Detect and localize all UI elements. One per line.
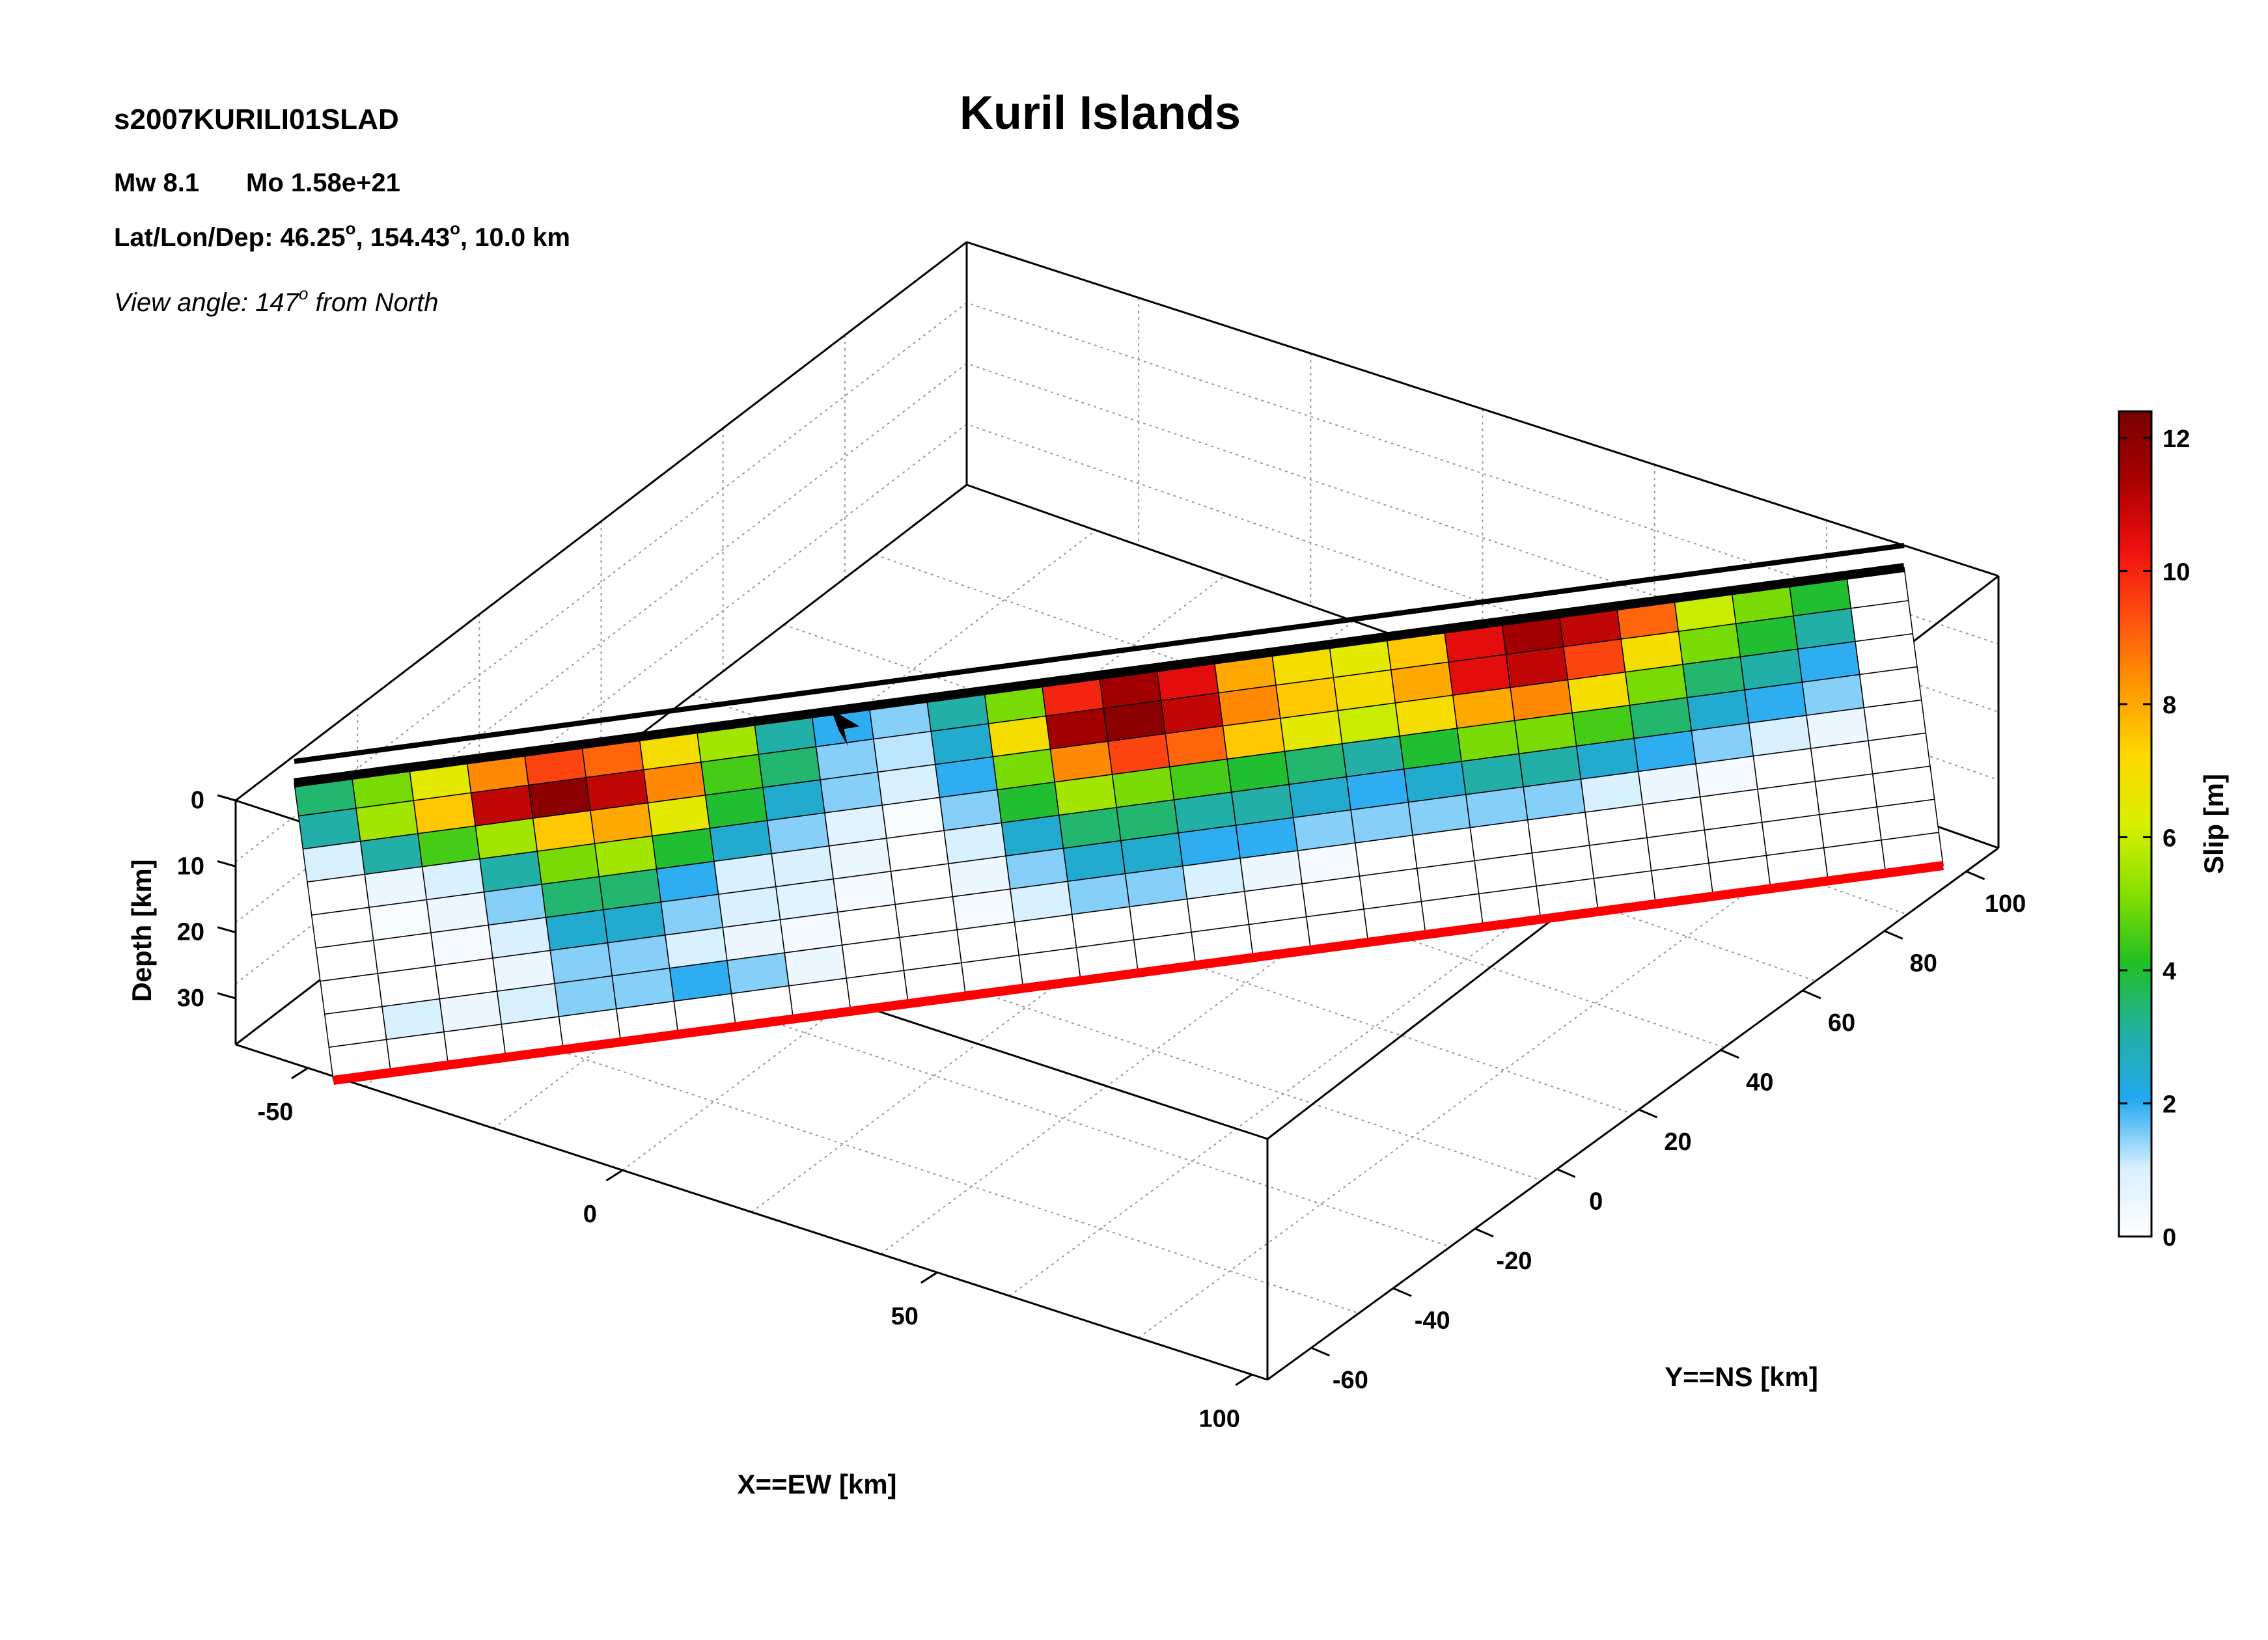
degree-mark-lat: o [346, 219, 356, 238]
colorbar-tick-label: 6 [2163, 825, 2176, 852]
location-lon: , 154.43 [356, 223, 450, 252]
slip-cells [294, 567, 1944, 1081]
y-tick [1310, 1346, 1330, 1357]
grid-line [418, 904, 1451, 1248]
y-tick [1638, 1108, 1658, 1119]
y-tick-label: 60 [1828, 1009, 1855, 1037]
z-tick-label: 0 [191, 787, 204, 814]
x-tick [1235, 1374, 1253, 1386]
view-angle-suffix: from North [308, 288, 438, 317]
box-edge [1267, 847, 1999, 1381]
view-angle-prefix: View angle: 147 [114, 288, 300, 317]
z-tick [217, 794, 236, 802]
y-tick-label: 80 [1910, 950, 1937, 977]
x-tick-label: -50 [257, 1099, 293, 1126]
colorbar-label: Slip [m] [2198, 774, 2229, 874]
x-tick [291, 1067, 309, 1080]
x-tick-label: 100 [1199, 1405, 1240, 1432]
colorbar-tick-label: 4 [2163, 958, 2176, 985]
box-edge [235, 241, 967, 802]
colorbar-tick-label: 10 [2163, 558, 2190, 586]
chart-title: Kuril Islands [960, 87, 1241, 139]
x-tick-label: 50 [891, 1303, 919, 1330]
view-angle: View angle: 147o from North [114, 284, 438, 317]
colorbar-tick-label: 2 [2163, 1091, 2176, 1118]
magnitude-mw: Mw 8.1 [114, 169, 199, 197]
z-tick [217, 926, 236, 934]
hypocenter-star [831, 709, 860, 746]
y-tick-label: -40 [1415, 1307, 1450, 1334]
colorbar-tick-label: 12 [2163, 426, 2190, 453]
hypocenter-location: Lat/Lon/Dep: 46.25o, 154.43o, 10.0 km [114, 219, 570, 252]
grid-line [880, 711, 1612, 1255]
z-tick-label: 20 [177, 919, 204, 946]
x-tick-label: 0 [583, 1201, 597, 1228]
degree-mark-lon: o [450, 219, 460, 238]
degree-mark-view: o [299, 284, 308, 303]
event-id: s2007KURILI01SLAD [114, 103, 399, 135]
y-tick [1720, 1049, 1739, 1059]
y-tick [1556, 1168, 1576, 1178]
y-tick [1965, 870, 1985, 881]
z-tick-label: 30 [177, 985, 204, 1012]
grid-line [1138, 802, 1870, 1339]
location-lat: Lat/Lon/Dep: 46.25 [114, 223, 346, 252]
fault-bottom-edge [333, 861, 1944, 1085]
y-tick [1802, 989, 1821, 1000]
colorbar-tick-label: 0 [2163, 1224, 2176, 1251]
z-tick-label: 10 [177, 853, 204, 880]
grid-line [327, 974, 1359, 1314]
x-axis-label: X==EW [km] [737, 1469, 896, 1499]
colorbar-gradient [2118, 410, 2153, 1238]
y-axis-label: Y==NS [km] [1665, 1361, 1818, 1392]
fault-edges [294, 543, 1944, 1085]
surface-trace [294, 543, 1905, 764]
colorbar: 0 2 4 6 8 10 12 Slip [m] [2118, 410, 2229, 1251]
y-tick [1392, 1287, 1412, 1297]
x-tick [605, 1169, 624, 1182]
z-tick [217, 860, 236, 868]
colorbar-ticks: 0 2 4 6 8 10 12 [2119, 426, 2190, 1251]
y-tick-label: 0 [1589, 1188, 1603, 1215]
fault-top-edge [294, 563, 1905, 787]
y-tick-label: 20 [1664, 1128, 1691, 1156]
y-tick-label: -20 [1496, 1248, 1532, 1275]
seismic-moment-mo: Mo 1.58e+21 [246, 169, 400, 197]
box-edge [966, 241, 1999, 577]
z-axis-label: Depth [km] [126, 859, 157, 1002]
x-tick [920, 1271, 938, 1284]
y-tick-label: 40 [1746, 1069, 1773, 1096]
y-tick [1884, 930, 1903, 940]
box-edge [235, 1043, 1268, 1381]
axis-ticks: 0 10 20 30 -50 0 50 100 -60 -40 -20 0 20 40 60 80 100 [177, 787, 2026, 1432]
z-tick [217, 992, 236, 1000]
grid-line [509, 834, 1542, 1181]
location-depth: , 10.0 km [460, 223, 570, 252]
y-tick-label: -60 [1333, 1367, 1368, 1394]
y-tick-label: 100 [1985, 890, 2026, 918]
y-tick [1474, 1227, 1494, 1238]
colorbar-tick-label: 8 [2163, 692, 2176, 719]
